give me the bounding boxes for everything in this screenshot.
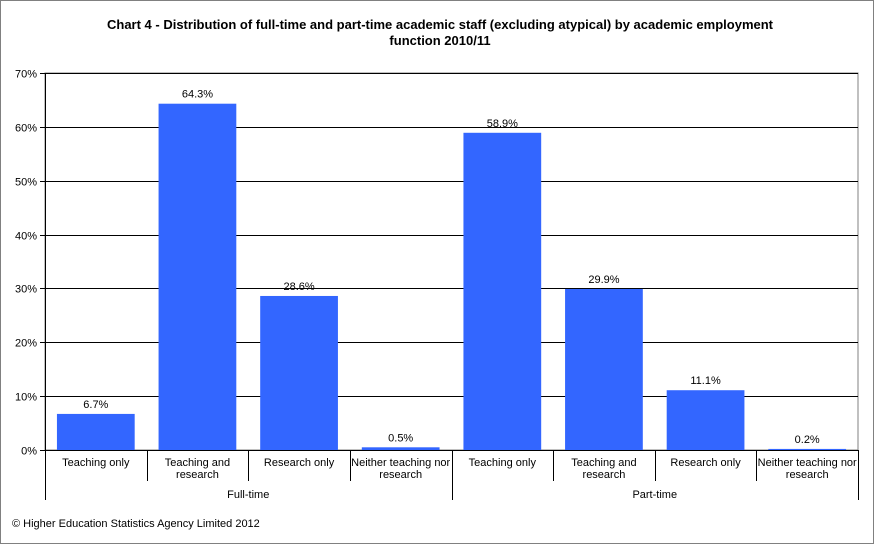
x-tick-label: research — [379, 469, 422, 481]
bar — [260, 295, 338, 450]
data-label: 11.1% — [690, 375, 721, 387]
x-tick-label: Research only — [264, 457, 335, 469]
bar — [463, 132, 542, 450]
x-tick-label: Teaching and — [165, 457, 230, 469]
x-tick-label: Neither teaching nor — [351, 457, 450, 469]
data-label: 0.2% — [795, 434, 820, 446]
x-tick-label: Teaching only — [62, 457, 130, 469]
data-label: 6.7% — [83, 399, 108, 411]
x-tick-label: research — [786, 469, 829, 481]
y-tick-label: 20% — [15, 338, 37, 350]
bar — [158, 103, 237, 450]
data-label: 0.5% — [388, 432, 413, 444]
chart-title: Chart 4 - Distribution of full-time and … — [40, 17, 840, 49]
data-label: 64.3% — [182, 89, 213, 101]
bar — [56, 413, 135, 450]
x-tick-label: Neither teaching nor — [758, 457, 857, 469]
bar — [768, 448, 847, 450]
x-tick-label: Research only — [670, 457, 741, 469]
chart-title-line-1: Chart 4 - Distribution of full-time and … — [106, 17, 774, 32]
y-tick-label: 0% — [21, 446, 37, 458]
group-label: Full-time — [227, 489, 269, 501]
x-tick-label: research — [583, 469, 626, 481]
bar — [666, 390, 745, 450]
y-tick-label: 40% — [15, 231, 37, 243]
y-tick-label: 10% — [15, 392, 37, 404]
bar — [565, 288, 643, 450]
chart-title-line-2: function 2010/11 — [389, 33, 491, 48]
y-tick-label: 70% — [15, 69, 37, 81]
data-label: 58.9% — [487, 118, 518, 130]
bar — [361, 447, 440, 450]
data-label: 28.6% — [283, 281, 314, 293]
x-tick-label: Teaching only — [469, 457, 537, 469]
x-tick-label: research — [176, 469, 219, 481]
y-tick-label: 60% — [15, 123, 37, 135]
y-tick-label: 30% — [15, 284, 37, 296]
copyright-footer: © Higher Education Statistics Agency Lim… — [12, 518, 260, 530]
group-label: Part-time — [632, 489, 677, 501]
data-label: 29.9% — [588, 274, 619, 286]
y-tick-label: 50% — [15, 177, 37, 189]
x-tick-label: Teaching and — [571, 457, 636, 469]
